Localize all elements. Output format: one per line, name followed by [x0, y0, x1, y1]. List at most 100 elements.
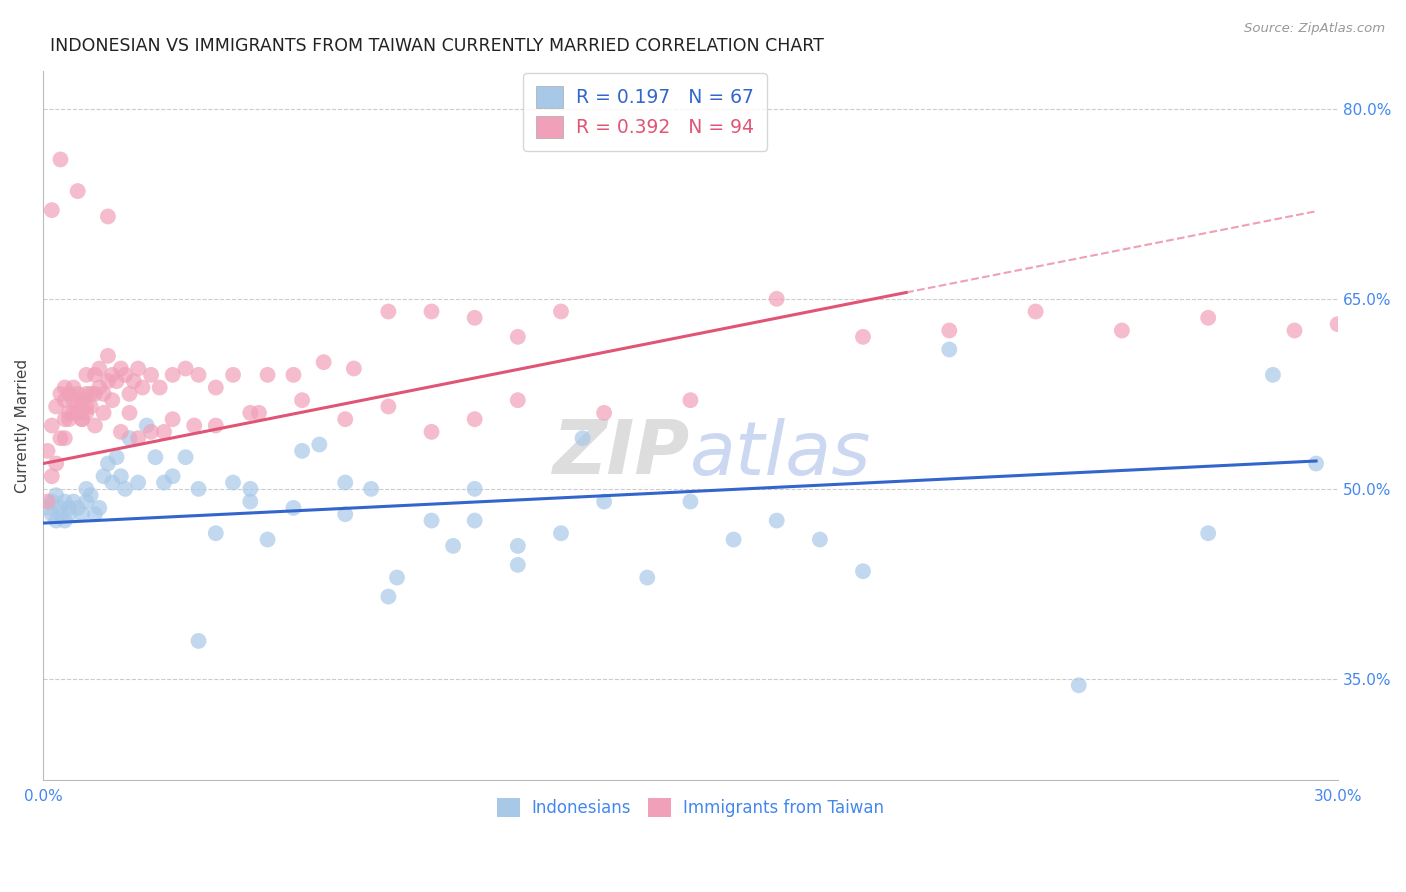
Point	[335, 475, 357, 490]
Point	[66, 387, 89, 401]
Point	[1111, 324, 1133, 338]
Point	[1261, 368, 1284, 382]
Point	[636, 571, 658, 585]
Point	[291, 393, 314, 408]
Point	[101, 368, 124, 382]
Point	[114, 482, 136, 496]
Point	[852, 330, 875, 344]
Point	[308, 437, 330, 451]
Point	[70, 507, 93, 521]
Point	[41, 469, 63, 483]
Point	[222, 368, 245, 382]
Point	[118, 406, 141, 420]
Point	[84, 368, 107, 382]
Point	[1305, 457, 1327, 471]
Point	[89, 380, 111, 394]
Point	[58, 507, 80, 521]
Point	[808, 533, 831, 547]
Point	[127, 431, 149, 445]
Point	[75, 406, 97, 420]
Text: atlas: atlas	[690, 418, 872, 490]
Point	[97, 349, 120, 363]
Point	[49, 500, 72, 515]
Point	[58, 500, 80, 515]
Point	[153, 425, 176, 439]
Point	[506, 393, 529, 408]
Point	[62, 393, 84, 408]
Point	[53, 431, 76, 445]
Point	[105, 450, 128, 465]
Point	[464, 482, 486, 496]
Point	[53, 514, 76, 528]
Point	[464, 310, 486, 325]
Point	[79, 400, 101, 414]
Point	[75, 482, 97, 496]
Point	[66, 400, 89, 414]
Point	[131, 380, 153, 394]
Point	[70, 393, 93, 408]
Point	[97, 374, 120, 388]
Point	[70, 412, 93, 426]
Point	[1025, 304, 1047, 318]
Point	[420, 304, 443, 318]
Point	[938, 343, 960, 357]
Point	[84, 418, 107, 433]
Point	[149, 380, 172, 394]
Point	[135, 418, 157, 433]
Point	[105, 374, 128, 388]
Point	[49, 153, 72, 167]
Point	[66, 406, 89, 420]
Point	[420, 425, 443, 439]
Y-axis label: Currently Married: Currently Married	[15, 359, 30, 492]
Point	[145, 450, 167, 465]
Point	[37, 500, 59, 515]
Point	[127, 475, 149, 490]
Point	[593, 494, 616, 508]
Point	[283, 500, 305, 515]
Point	[75, 387, 97, 401]
Point	[506, 539, 529, 553]
Point	[45, 488, 67, 502]
Point	[723, 533, 745, 547]
Point	[62, 406, 84, 420]
Point	[41, 203, 63, 218]
Point	[162, 412, 184, 426]
Point	[506, 558, 529, 572]
Point	[312, 355, 335, 369]
Point	[204, 526, 226, 541]
Point	[62, 494, 84, 508]
Point	[93, 406, 115, 420]
Point	[97, 457, 120, 471]
Point	[385, 571, 408, 585]
Point	[41, 507, 63, 521]
Text: Source: ZipAtlas.com: Source: ZipAtlas.com	[1244, 22, 1385, 36]
Point	[174, 361, 197, 376]
Point	[110, 361, 132, 376]
Point	[256, 368, 278, 382]
Point	[291, 443, 314, 458]
Point	[550, 304, 572, 318]
Point	[153, 475, 176, 490]
Point	[97, 210, 120, 224]
Point	[335, 507, 357, 521]
Point	[122, 374, 145, 388]
Point	[79, 387, 101, 401]
Point	[139, 368, 162, 382]
Point	[101, 475, 124, 490]
Point	[377, 400, 399, 414]
Point	[127, 361, 149, 376]
Point	[187, 368, 209, 382]
Point	[441, 539, 464, 553]
Point	[852, 564, 875, 578]
Point	[58, 406, 80, 420]
Point	[58, 387, 80, 401]
Point	[204, 418, 226, 433]
Point	[101, 393, 124, 408]
Point	[49, 507, 72, 521]
Point	[1197, 526, 1219, 541]
Point	[1326, 317, 1348, 331]
Point	[283, 368, 305, 382]
Point	[239, 482, 262, 496]
Point	[53, 380, 76, 394]
Point	[37, 494, 59, 508]
